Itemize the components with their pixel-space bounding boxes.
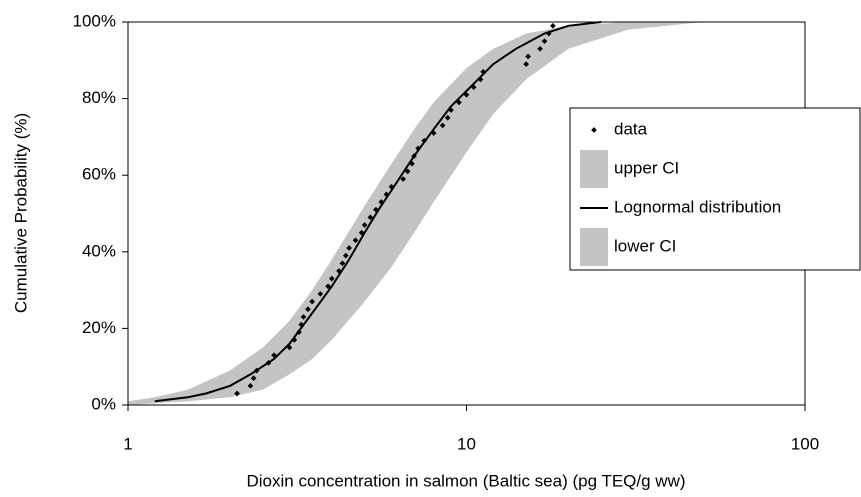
data-point <box>525 53 531 60</box>
y-tick-label: 0% <box>91 394 116 413</box>
data-point <box>470 84 477 90</box>
x-tick-label: 10 <box>457 434 476 453</box>
y-tick-label: 40% <box>82 241 116 260</box>
data-point <box>265 360 272 366</box>
data-point <box>411 153 417 159</box>
data-point <box>415 145 422 152</box>
data-point <box>325 283 331 290</box>
legend-label: data <box>614 119 648 138</box>
data-point <box>339 260 346 267</box>
data-point <box>537 45 543 52</box>
data-point <box>358 229 365 236</box>
data-point <box>550 23 556 29</box>
data-point <box>373 206 379 213</box>
legend-label: upper CI <box>614 158 679 177</box>
data-point <box>545 30 552 37</box>
data-point <box>444 114 451 121</box>
data-point <box>480 68 486 75</box>
data-point <box>383 191 390 198</box>
data-point <box>439 122 446 129</box>
legend-marker <box>580 228 608 266</box>
y-tick-label: 80% <box>82 88 116 107</box>
data-point <box>378 199 385 205</box>
data-point <box>253 367 260 374</box>
data-point <box>286 344 293 351</box>
data-point <box>400 176 406 182</box>
data-point <box>271 352 277 359</box>
data-point <box>448 107 454 113</box>
data-point <box>430 130 437 136</box>
data-point <box>305 306 311 313</box>
y-tick-label: 100% <box>73 11 116 30</box>
data-point <box>247 383 254 389</box>
data-point <box>541 38 548 44</box>
data-point <box>388 183 395 190</box>
y-tick-label: 20% <box>82 318 116 337</box>
data-point <box>456 99 462 106</box>
data-point <box>477 76 484 83</box>
data-point <box>298 321 305 328</box>
legend-label: lower CI <box>614 236 676 255</box>
legend-marker <box>580 150 608 188</box>
x-tick-label: 100 <box>791 434 819 453</box>
x-tick-label: 1 <box>123 434 132 453</box>
data-point <box>317 291 324 297</box>
data-point <box>291 337 298 343</box>
legend-marker <box>591 127 597 133</box>
y-tick-label: 60% <box>82 165 116 184</box>
data-point <box>342 252 349 259</box>
legend-label: Lognormal distribution <box>614 197 781 216</box>
data-point <box>367 214 374 221</box>
data-point <box>409 160 415 167</box>
data-point <box>234 390 240 397</box>
data-point <box>352 237 359 244</box>
data-point <box>346 245 352 251</box>
legend-box <box>569 107 861 271</box>
x-axis-label: Dioxin concentration in salmon (Baltic s… <box>246 471 685 490</box>
data-point <box>309 298 315 305</box>
data-point <box>296 329 302 336</box>
data-point <box>421 137 428 144</box>
lognormal-line <box>154 21 602 403</box>
data-point <box>250 375 257 382</box>
data-point <box>300 314 307 320</box>
data-point <box>463 91 470 98</box>
data-point <box>328 275 335 282</box>
y-axis-label: Cumulative Probability (%) <box>11 113 30 313</box>
data-point <box>361 222 368 228</box>
data-point <box>336 268 342 274</box>
data-point <box>404 168 411 175</box>
